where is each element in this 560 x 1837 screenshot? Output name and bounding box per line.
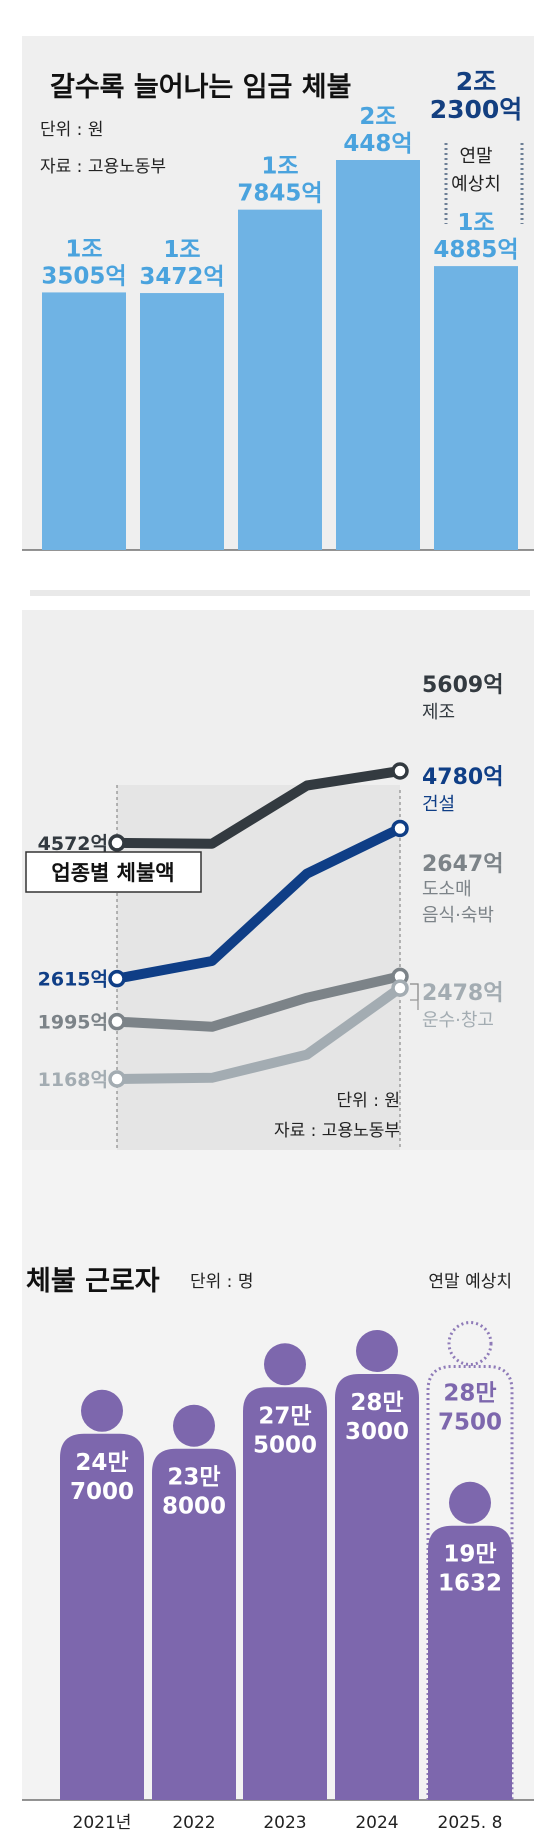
wage-value-label-3-1: 448억 [343, 131, 412, 157]
chart2-unit-label: 단위 : 원 [337, 1091, 400, 1111]
chart1-title: 갈수록 늘어나는 임금 체불 [50, 72, 351, 103]
workers-category-label-2: 2023 [263, 1813, 306, 1833]
chart3-unit-label: 단위 : 명 [190, 1272, 253, 1292]
industry-line-3 [112, 983, 405, 1084]
workers-projection-label-1: 7500 [438, 1410, 502, 1436]
chart1-unit-label: 단위 : 원 [40, 120, 103, 140]
industry-name-3: 운수·창고 [422, 1010, 494, 1031]
wage-projection-note-0: 연말 [459, 146, 492, 167]
industry-name-0: 제조 [422, 702, 455, 723]
chart1-source-label: 자료 : 고용노동부 [40, 157, 166, 177]
wage-projection-label-1: 2300억 [430, 95, 523, 124]
industry-name-2-0: 도소매 [422, 879, 472, 900]
wage-value-label-1-0: 1조 [163, 237, 200, 263]
workers-value-label-4-1: 1632 [438, 1571, 502, 1597]
industry-line-0 [112, 766, 405, 849]
industry-name-2-1: 음식·숙박 [422, 905, 494, 926]
wage-bar-0 [42, 292, 126, 550]
wage-projection-bracket [444, 143, 524, 224]
chart2-title: 업종별 체불액 [51, 861, 174, 885]
wage-value-label-0-0: 1조 [65, 236, 102, 262]
wage-value-label-4-0: 1조 [457, 210, 494, 236]
workers-figure-1-body [152, 1448, 236, 1800]
workers-figure-2-head [264, 1343, 306, 1386]
industry-point-3-0 [108, 1070, 126, 1088]
wage-value-label-4-1: 4885억 [433, 237, 518, 263]
workers-value-label-0-1: 7000 [70, 1479, 134, 1505]
workers-figure-0-head [81, 1389, 123, 1432]
wage-value-label-1-1: 3472억 [139, 264, 224, 290]
workers-figure-4-body [428, 1525, 512, 1800]
workers-figure-4-head [449, 1481, 491, 1524]
workers-value-label-1-0: 23만 [167, 1465, 220, 1491]
workers-figure-1-head [173, 1404, 215, 1447]
chart3-title: 체불 근로자 [26, 1266, 160, 1297]
workers-value-label-2-1: 5000 [253, 1432, 317, 1458]
wage-bar-3 [336, 160, 420, 550]
industry-start-label-1: 2615억 [38, 969, 108, 991]
wage-projection-label-0: 2조 [456, 67, 496, 96]
industry-line-1 [112, 823, 405, 984]
industry-end-label-1: 4780억 [422, 765, 503, 790]
wage-value-label-0-1: 3505억 [41, 263, 126, 289]
chart2-title-box [25, 851, 202, 893]
workers-category-label-1: 2022 [172, 1813, 215, 1833]
wage-bar-4 [434, 266, 518, 550]
workers-value-label-4-0: 19만 [443, 1542, 496, 1568]
industry-point-0-3 [391, 762, 409, 780]
wage-value-label-2-1: 7845억 [237, 181, 322, 207]
wage-bar-2 [238, 209, 322, 550]
chart3-projection-note: 연말 예상치 [428, 1272, 512, 1292]
industry-point-1-0 [108, 969, 126, 988]
workers-category-label-0: 2021년 [73, 1813, 132, 1833]
affected-workers-chart: 체불 근로자 단위 : 명 연말 예상치 28만 7500 24만 7000 2021년 23만… [22, 1150, 534, 1833]
workers-value-label-0-0: 24만 [75, 1450, 128, 1476]
workers-figure-0-body [60, 1433, 144, 1800]
workers-value-label-3-1: 3000 [345, 1419, 409, 1445]
industry-connector-3 [410, 999, 419, 1010]
industry-start-label-2: 1995억 [38, 1012, 108, 1034]
industry-start-label-3: 1168억 [38, 1069, 108, 1091]
wage-value-label-3-0: 2조 [359, 104, 396, 130]
industry-line-2 [112, 971, 405, 1032]
section-divider [30, 590, 530, 596]
industry-point-0-0 [108, 834, 126, 852]
workers-figure-3-body [335, 1374, 419, 1800]
workers-projection-label-0: 28만 [443, 1381, 496, 1407]
workers-figure-3-head [356, 1330, 398, 1372]
industry-connector-2 [410, 983, 419, 1000]
workers-projection-body [426, 1365, 514, 1800]
wage-value-label-2-0: 1조 [261, 154, 298, 180]
industry-name-1: 건설 [422, 794, 455, 815]
chart2-source-label: 자료 : 고용노동부 [274, 1121, 400, 1141]
industry-end-label-0: 5609억 [422, 673, 503, 698]
industry-start-label-0: 4572억 [38, 833, 108, 855]
workers-value-label-3-0: 28만 [350, 1390, 403, 1416]
industry-end-label-2: 2647억 [422, 852, 503, 877]
wage-bar-1 [140, 293, 224, 550]
workers-value-label-2-0: 27만 [258, 1403, 311, 1429]
workers-figure-2-body [243, 1387, 327, 1800]
industry-point-3-3 [391, 979, 409, 997]
industry-point-2-0 [108, 1012, 126, 1031]
workers-projection-head [447, 1321, 493, 1367]
workers-value-label-1-1: 8000 [162, 1494, 226, 1520]
wage-projection-note-1: 예상치 [451, 174, 501, 195]
industry-point-1-3 [391, 819, 409, 838]
workers-category-label-4: 2025. 8 [438, 1813, 503, 1833]
industry-end-label-3: 2478억 [422, 981, 503, 1006]
workers-category-label-3: 2024 [355, 1813, 398, 1833]
